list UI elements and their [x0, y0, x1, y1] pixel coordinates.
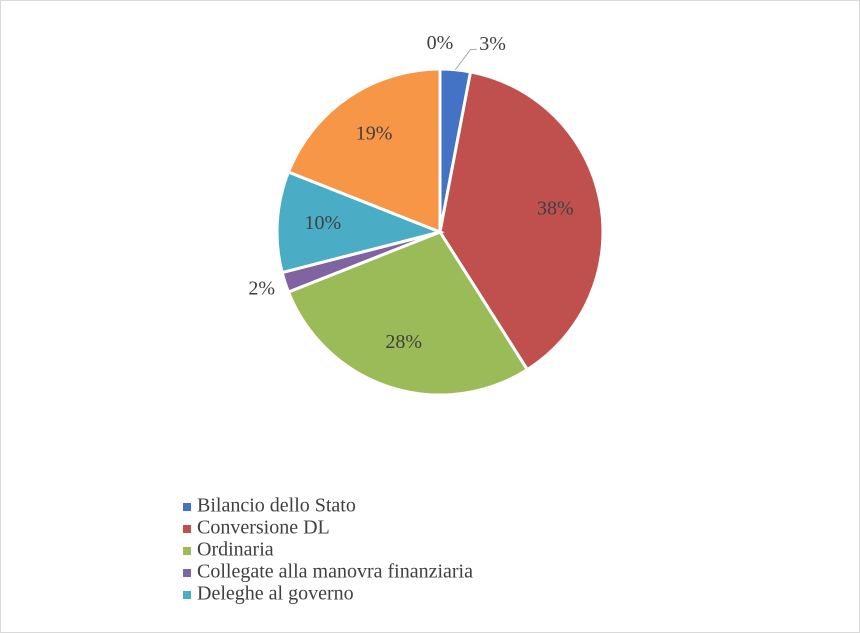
data-label: 0% [427, 32, 454, 54]
leader-line [454, 48, 477, 71]
legend-swatch [183, 591, 191, 599]
legend-label: Deleghe al governo [197, 583, 354, 605]
pie-slice [286, 230, 530, 397]
legend-label: Ordinaria [197, 539, 274, 561]
data-label: 3% [479, 33, 506, 55]
data-label: 38% [537, 198, 574, 220]
legend-label: Conversione DL [197, 517, 330, 539]
pie-slice [275, 170, 445, 275]
data-label: 28% [385, 331, 422, 353]
legend-label: Bilancio dello Stato [197, 495, 356, 517]
legend-swatch [183, 525, 191, 533]
legend-swatch [183, 569, 191, 577]
legend-swatch [183, 503, 191, 511]
legend-label: Collegate alla manovra finanziaria [197, 561, 473, 583]
legend-swatch [183, 547, 191, 555]
data-label: 2% [248, 278, 275, 300]
data-label: 10% [305, 212, 342, 234]
pie-slice [286, 67, 442, 235]
data-label: 19% [356, 123, 393, 145]
